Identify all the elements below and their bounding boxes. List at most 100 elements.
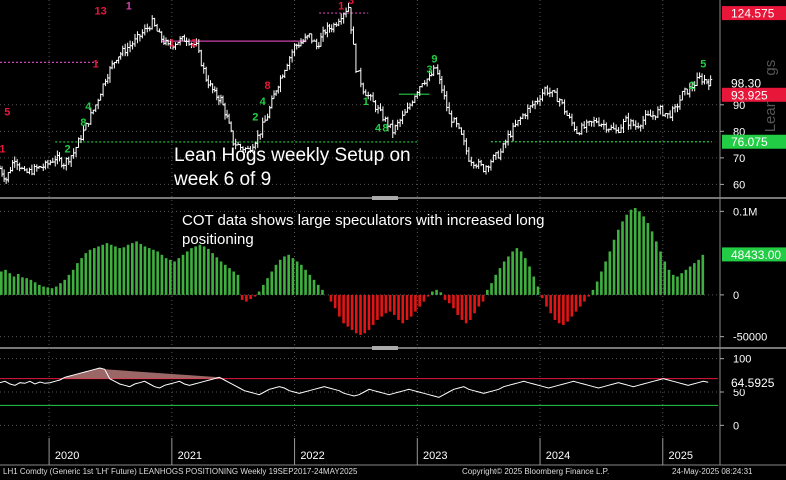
positioning-bar: [4, 269, 7, 295]
positioning-bar: [283, 256, 286, 295]
positioning-bar: [38, 284, 41, 295]
positioning-bar: [156, 251, 159, 295]
td-setup-label: 8: [382, 122, 388, 134]
positioning-bar: [291, 258, 295, 295]
positioning-bar: [566, 294, 569, 322]
positioning-bar: [447, 294, 451, 304]
positioning-bar: [587, 294, 591, 297]
positioning-bar: [612, 239, 616, 295]
price-separator-grip: [372, 196, 398, 200]
positioning-bar: [29, 279, 33, 295]
positioning-bar: [663, 261, 667, 295]
positioning-bar: [502, 261, 506, 295]
positioning-bar: [54, 286, 58, 295]
positioning-bar: [143, 246, 147, 295]
positioning-tag-label: 48433.00: [731, 248, 781, 262]
positioning-bar: [67, 274, 71, 295]
positioning-bar: [485, 289, 489, 295]
td-setup-label: 2: [64, 144, 70, 156]
positioning-tag: [722, 247, 786, 262]
positioning-bar: [646, 223, 650, 295]
positioning-bar: [88, 249, 92, 295]
grid: [0, 0, 786, 438]
positioning-bar: [494, 274, 498, 295]
rsi-tick-label: 50: [733, 387, 745, 399]
positioning-bar: [46, 287, 50, 295]
positioning-bar: [21, 277, 24, 295]
footer-copyright: Copyright© 2025 Bloomberg Finance L.P.: [462, 467, 610, 476]
positioning-bar: [42, 286, 45, 295]
positioning-bar: [312, 279, 316, 295]
positioning-bar: [194, 246, 198, 295]
positioning-bar: [376, 294, 379, 320]
td-setup-label: 3: [348, 0, 354, 7]
td-setup-label: 3: [427, 64, 433, 76]
rsi-overbought-fill: [64, 368, 220, 379]
td-setup-label: 13: [95, 6, 107, 18]
rsi-line: [0, 367, 709, 398]
positioning-annotation: COT data shows large speculators with in…: [182, 212, 545, 248]
positioning-bar: [549, 294, 552, 314]
positioning-bar: [371, 294, 375, 325]
positioning-bar: [274, 264, 278, 295]
positioning-bar: [452, 294, 455, 309]
td-setup-label: 1: [93, 59, 99, 71]
positioning-bar: [177, 258, 181, 295]
positioning-bar: [257, 291, 261, 295]
positioning-bar: [642, 216, 645, 295]
positioning-tick-label: 0: [733, 290, 739, 302]
positioning-bar: [490, 283, 493, 295]
positioning-bar: [63, 279, 67, 295]
price-tag: [722, 87, 786, 102]
positioning-bar: [498, 268, 502, 295]
positioning-tick-label: 0.1M: [733, 206, 757, 218]
positioning-bar: [101, 244, 105, 295]
positioning-bar: [418, 294, 421, 307]
axis: 2020 2021 2022 2023 2024 2025607080900.1M0-50…: [0, 0, 786, 466]
positioning-bar: [266, 278, 269, 295]
positioning-bar: [384, 294, 388, 314]
positioning-bar: [80, 258, 83, 295]
price-tag: [722, 6, 786, 21]
positioning-bar: [207, 248, 210, 295]
x-tick-label: 2020: [55, 450, 79, 462]
x-tick-label: 2025: [669, 450, 693, 462]
positioning-bar: [650, 231, 654, 295]
positioning-bar: [126, 244, 130, 295]
positioning-bar: [346, 294, 350, 327]
positioning-bar: [414, 294, 417, 312]
td-setup-label: 4: [375, 122, 382, 134]
positioning-bar: [215, 257, 219, 295]
positioning-bar: [604, 261, 607, 295]
positioning-bar: [591, 289, 595, 295]
positioning-bar: [84, 253, 88, 295]
positioning-bar: [109, 244, 113, 295]
positioning-bar: [185, 251, 189, 295]
positioning-tick-label: -50000: [733, 332, 767, 344]
positioning-bar: [240, 294, 244, 300]
positioning-bar: [625, 214, 629, 295]
positioning-bar: [211, 253, 214, 295]
positioning-bar: [160, 254, 164, 295]
positioning-bar: [223, 264, 227, 295]
positioning-bar: [401, 294, 405, 324]
td-setup-label: 8: [264, 80, 270, 92]
positioning-bar: [435, 289, 438, 295]
positioning-bar: [105, 243, 109, 295]
positioning-bar: [574, 294, 578, 312]
price-tick-label: 60: [733, 179, 745, 191]
x-tick-label: 2023: [423, 450, 447, 462]
positioning-bar: [536, 286, 540, 295]
positioning-bar: [553, 294, 557, 320]
rsi-tag: [722, 375, 786, 390]
positioning-bar: [219, 261, 223, 295]
positioning-bar: [638, 211, 641, 295]
positioning-bar: [25, 278, 28, 295]
positioning-bar: [308, 274, 312, 295]
positioning-bar: [118, 248, 121, 295]
positioning-bar: [173, 261, 176, 295]
positioning-bar: [135, 241, 138, 295]
positioning-bar: [236, 274, 240, 295]
positioning-bar: [97, 246, 100, 295]
